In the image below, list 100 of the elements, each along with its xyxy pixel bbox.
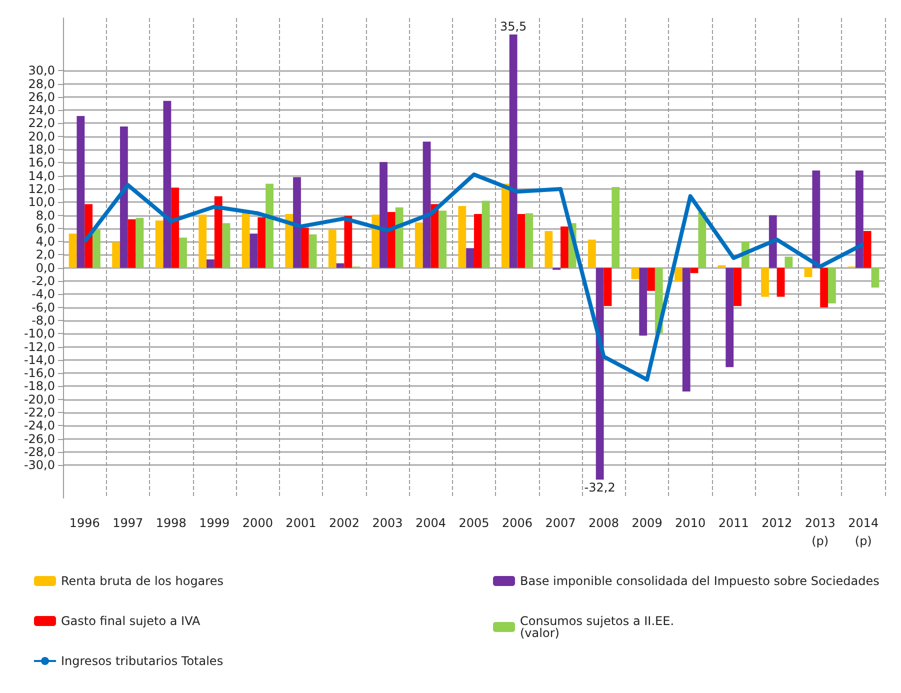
legend-label: Renta bruta de los hogares bbox=[61, 574, 224, 588]
bar bbox=[84, 204, 93, 268]
bar bbox=[155, 220, 164, 268]
y-tick-label: -28,0 bbox=[24, 444, 55, 459]
data-label: -32,2 bbox=[584, 480, 616, 495]
bar bbox=[726, 268, 734, 368]
y-tick-label: 22,0 bbox=[28, 116, 55, 130]
legend-label: Gasto final sujeto a IVA bbox=[61, 614, 202, 628]
x-tick-label: 2012 bbox=[762, 516, 792, 530]
bar bbox=[76, 116, 85, 268]
y-tick-label: 12,0 bbox=[28, 182, 55, 196]
x-tick-label: 1999 bbox=[199, 516, 230, 530]
y-tick-label: -30,0 bbox=[24, 458, 55, 472]
y-tick-label: 16,0 bbox=[28, 156, 55, 170]
bar bbox=[482, 200, 490, 268]
bar bbox=[698, 212, 706, 268]
x-tick-label: 2007 bbox=[545, 516, 576, 530]
bar bbox=[112, 242, 120, 268]
y-tick-label: 4,0 bbox=[36, 234, 55, 249]
legend-label: Base imponible consolidada del Impuesto sobre Sociedades bbox=[520, 574, 880, 588]
x-tick-label: 2013 (p) bbox=[804, 516, 836, 548]
bar bbox=[828, 268, 836, 304]
bar bbox=[768, 215, 777, 268]
line-series bbox=[82, 172, 866, 382]
legend-label: Consumos sujetos a II.EE. (valor) bbox=[520, 614, 674, 640]
bar bbox=[776, 268, 785, 297]
y-tick-label: 18,0 bbox=[28, 142, 55, 157]
x-tick-label: 2001 bbox=[286, 516, 316, 530]
bar bbox=[612, 186, 620, 268]
bar bbox=[380, 162, 388, 268]
bar bbox=[171, 188, 180, 268]
bar bbox=[544, 231, 553, 268]
bar bbox=[372, 214, 380, 268]
x-tick-label: 2011 bbox=[718, 516, 749, 530]
bar bbox=[871, 268, 880, 288]
bar bbox=[120, 126, 128, 268]
bar bbox=[804, 268, 812, 278]
bar bbox=[509, 34, 518, 268]
x-tick-label: 2000 bbox=[242, 516, 273, 530]
bar bbox=[631, 268, 640, 280]
bar bbox=[501, 184, 510, 268]
bar bbox=[293, 177, 301, 268]
y-tick-label: 24,0 bbox=[28, 103, 55, 118]
bar bbox=[855, 170, 864, 268]
bar bbox=[761, 268, 769, 297]
y-tick-label: -26,0 bbox=[24, 432, 55, 446]
y-tick-label: 10,0 bbox=[28, 195, 55, 210]
bar bbox=[588, 240, 596, 268]
x-tick-label: 2009 bbox=[632, 516, 662, 530]
y-tick-label: 6,0 bbox=[36, 221, 55, 236]
y-tick-label: -2,0 bbox=[32, 274, 55, 288]
bar bbox=[517, 214, 526, 268]
y-tick-label: -10,0 bbox=[24, 326, 55, 341]
bar bbox=[525, 213, 534, 268]
bar bbox=[863, 231, 872, 268]
x-tick-label: 2005 bbox=[458, 516, 490, 530]
y-tick-label: 20,0 bbox=[28, 129, 55, 144]
bar bbox=[812, 170, 820, 268]
bar bbox=[784, 256, 793, 268]
bar bbox=[250, 234, 258, 268]
y-tick-label: -14,0 bbox=[24, 352, 55, 367]
bar bbox=[68, 234, 77, 268]
y-tick-label: -18,0 bbox=[24, 379, 55, 394]
bar bbox=[820, 268, 828, 308]
bar bbox=[266, 184, 274, 268]
bar bbox=[718, 265, 726, 268]
y-tick-label: -22,0 bbox=[24, 406, 55, 420]
y-tick-label: -12,0 bbox=[24, 340, 55, 354]
bar bbox=[336, 263, 344, 268]
x-tick-label: 2014 (p) bbox=[848, 516, 879, 548]
x-tick-label: 1998 bbox=[156, 516, 186, 530]
bar bbox=[308, 234, 317, 268]
x-tick-label: 2006 bbox=[502, 516, 533, 530]
bar bbox=[596, 268, 604, 480]
bar bbox=[258, 217, 266, 268]
y-tick-label: -20,0 bbox=[24, 392, 55, 406]
bar bbox=[604, 268, 612, 306]
bar bbox=[206, 259, 214, 268]
bar bbox=[179, 238, 187, 268]
bar bbox=[222, 223, 230, 268]
x-tick-label: 2004 bbox=[415, 516, 446, 530]
bar bbox=[466, 248, 474, 268]
x-tick-label: 1996 bbox=[69, 516, 100, 530]
bar bbox=[328, 230, 336, 268]
bar bbox=[242, 210, 250, 268]
bar bbox=[163, 100, 172, 268]
y-tick-label: 30,0 bbox=[28, 64, 55, 78]
bar bbox=[414, 222, 423, 268]
x-tick-label: 2002 bbox=[328, 516, 360, 530]
bar bbox=[214, 196, 222, 268]
x-tick-label: 2003 bbox=[372, 516, 403, 530]
y-tick-label: 28,0 bbox=[28, 76, 55, 91]
data-label: 35,5 bbox=[500, 19, 527, 34]
y-tick-label: -16,0 bbox=[24, 366, 55, 380]
bar bbox=[285, 214, 294, 268]
bar bbox=[344, 216, 352, 268]
x-tick-label: 2008 bbox=[588, 516, 620, 530]
bar bbox=[430, 204, 439, 268]
x-tick-label: 2010 bbox=[675, 516, 706, 530]
bar bbox=[438, 210, 447, 268]
